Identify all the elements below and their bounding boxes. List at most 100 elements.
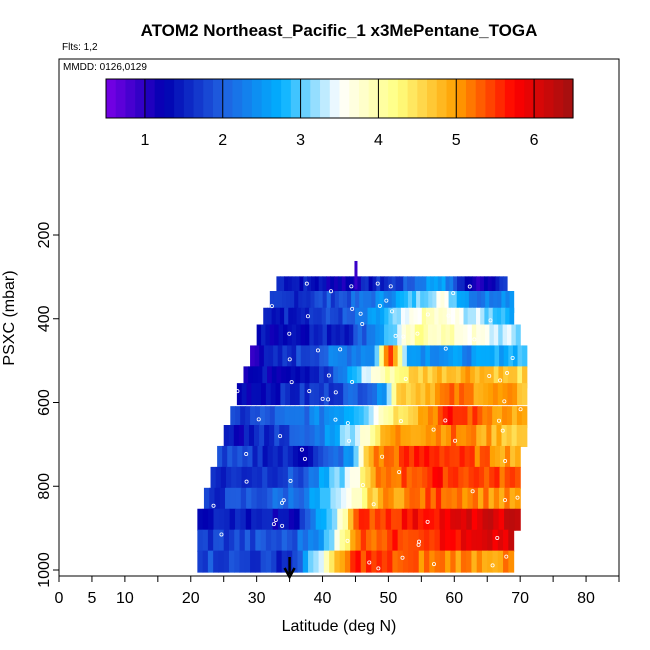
heatmap-cell <box>511 425 518 447</box>
y-tick-label: 400 <box>36 305 53 332</box>
heatmap-cell <box>393 487 400 510</box>
heatmap-cell <box>477 406 483 429</box>
heatmap-cell <box>235 508 241 531</box>
heatmap-cell <box>240 508 247 531</box>
heatmap-cell <box>403 406 409 429</box>
heatmap-cell <box>331 324 337 347</box>
colorbar-segment <box>154 79 165 118</box>
heatmap-cell <box>432 366 438 389</box>
sample-point <box>244 479 249 484</box>
heatmap-cell <box>291 324 297 347</box>
heatmap-cell <box>256 487 263 510</box>
heatmap-cell <box>472 291 478 313</box>
heatmap-cell <box>400 307 406 330</box>
heatmap-cell <box>439 529 446 552</box>
heatmap-cell <box>483 383 489 406</box>
heatmap-cell <box>494 345 500 368</box>
heatmap-cell <box>379 291 385 313</box>
colorbar-segment <box>368 79 380 118</box>
heatmap-cell <box>428 291 433 313</box>
sample-point <box>367 560 372 565</box>
heatmap-cell <box>291 345 297 368</box>
heatmap-cell <box>489 445 496 468</box>
heatmap-cell <box>476 307 481 330</box>
heatmap-cell <box>338 307 344 330</box>
heatmap-cell <box>277 466 284 489</box>
heatmap-cell <box>498 324 504 347</box>
heatmap-cell <box>310 291 316 313</box>
heatmap-cell <box>259 406 266 429</box>
heatmap-cell <box>314 383 320 406</box>
heatmap-cell <box>456 291 462 313</box>
heatmap-cell <box>328 383 335 406</box>
heatmap-cell <box>202 529 209 552</box>
heatmap-cell <box>246 383 252 406</box>
heatmap-cell <box>236 466 243 489</box>
heatmap-cell <box>385 366 391 389</box>
heatmap-cell <box>342 508 349 531</box>
heatmap-cell <box>472 406 478 429</box>
heatmap-cell <box>374 345 380 368</box>
heatmap-cell <box>317 307 323 330</box>
heatmap-cell <box>283 487 289 510</box>
heatmap-layer <box>203 487 521 510</box>
heatmap-cell <box>384 276 389 299</box>
heatmap-cell <box>343 383 349 406</box>
sample-point <box>515 495 520 500</box>
heatmap-cell <box>342 291 348 313</box>
heatmap-layer <box>236 383 528 406</box>
heatmap-cell <box>485 345 491 368</box>
heatmap-cell <box>512 383 518 406</box>
heatmap-cell <box>476 529 483 552</box>
colorbar-segment <box>417 79 428 118</box>
heatmap-cell <box>314 487 321 510</box>
heatmap-cell <box>441 324 447 347</box>
heatmap-cell <box>365 466 372 489</box>
heatmap-cell <box>239 550 246 573</box>
heatmap-cell <box>270 383 277 406</box>
heatmap-cell <box>335 324 341 347</box>
heatmap-cell <box>274 406 281 429</box>
heatmap-cell <box>321 508 328 531</box>
heatmap-cell <box>408 406 414 429</box>
heatmap-cell <box>214 487 221 510</box>
heatmap-cell <box>356 487 363 510</box>
heatmap-cell <box>467 487 474 510</box>
heatmap-cell <box>418 366 424 389</box>
sample-point <box>271 522 276 527</box>
heatmap-cell <box>479 366 485 389</box>
heatmap-cell <box>456 425 462 447</box>
heatmap-cell <box>281 550 288 573</box>
heatmap-cell <box>491 425 498 447</box>
heatmap-cell <box>250 529 256 552</box>
heatmap-cell <box>471 508 478 531</box>
heatmap-cell <box>257 366 263 389</box>
heatmap-cell <box>376 550 383 573</box>
heatmap-cell <box>372 487 379 510</box>
heatmap-layer <box>276 276 508 299</box>
heatmap-cell <box>357 324 363 347</box>
heatmap-cell <box>277 445 284 468</box>
heatmap-cell <box>329 550 335 573</box>
heatmap-cell <box>517 345 523 368</box>
heatmap-cell <box>323 445 329 468</box>
heatmap-cell <box>399 366 405 389</box>
heatmap-cell <box>355 425 361 447</box>
heatmap-cell <box>488 487 495 510</box>
heatmap-cell <box>480 324 486 347</box>
heatmap-cell <box>343 445 350 468</box>
heatmap-cell <box>322 324 328 347</box>
heatmap-cell <box>391 466 397 489</box>
heatmap-cell <box>324 466 330 489</box>
heatmap-cell <box>298 466 305 489</box>
heatmap-cell <box>452 406 459 429</box>
x-axis-title: Latitude (deg N) <box>282 618 397 635</box>
heatmap-cell <box>308 550 314 573</box>
heatmap-cell <box>497 383 504 406</box>
heatmap-cell <box>471 307 477 330</box>
sample-point <box>425 312 430 317</box>
heatmap-cell <box>499 487 505 510</box>
heatmap-cell <box>474 445 481 468</box>
y-axis-title: PSXC (mbar) <box>1 270 18 365</box>
heatmap-cell <box>496 425 503 447</box>
